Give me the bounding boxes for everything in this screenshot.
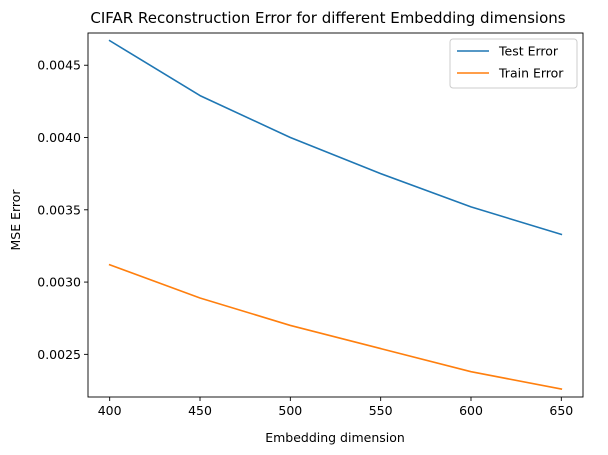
- legend-label-train-error: Train Error: [498, 66, 564, 81]
- y-tick-label: 0.0025: [37, 347, 81, 362]
- y-tick-label: 0.0045: [37, 58, 81, 73]
- series-line-train-error: [108, 263, 563, 390]
- x-tick-label: 550: [369, 403, 393, 418]
- y-tick-label: 0.0040: [37, 130, 81, 145]
- x-tick-label: 450: [188, 403, 212, 418]
- x-tick-label: 650: [549, 403, 573, 418]
- y-tick-label: 0.0030: [37, 275, 81, 290]
- x-tick-label: 500: [278, 403, 302, 418]
- chart-title: CIFAR Reconstruction Error for different…: [90, 9, 565, 27]
- x-tick-label: 600: [459, 403, 483, 418]
- plot-area: 400 450 500 550 600 650 0.0025 0.0030 0.0035 0.00…: [37, 32, 584, 418]
- x-tick-label: 400: [98, 403, 122, 418]
- series-line-test-error: [108, 39, 563, 236]
- y-tick-label: 0.0035: [37, 202, 81, 217]
- legend-label-test-error: Test Error: [498, 44, 559, 59]
- legend: Test Error Train Error: [449, 38, 578, 89]
- x-axis-title: Embedding dimension: [265, 430, 405, 445]
- plot-frame: [87, 32, 584, 398]
- y-axis-title: MSE Error: [8, 189, 23, 251]
